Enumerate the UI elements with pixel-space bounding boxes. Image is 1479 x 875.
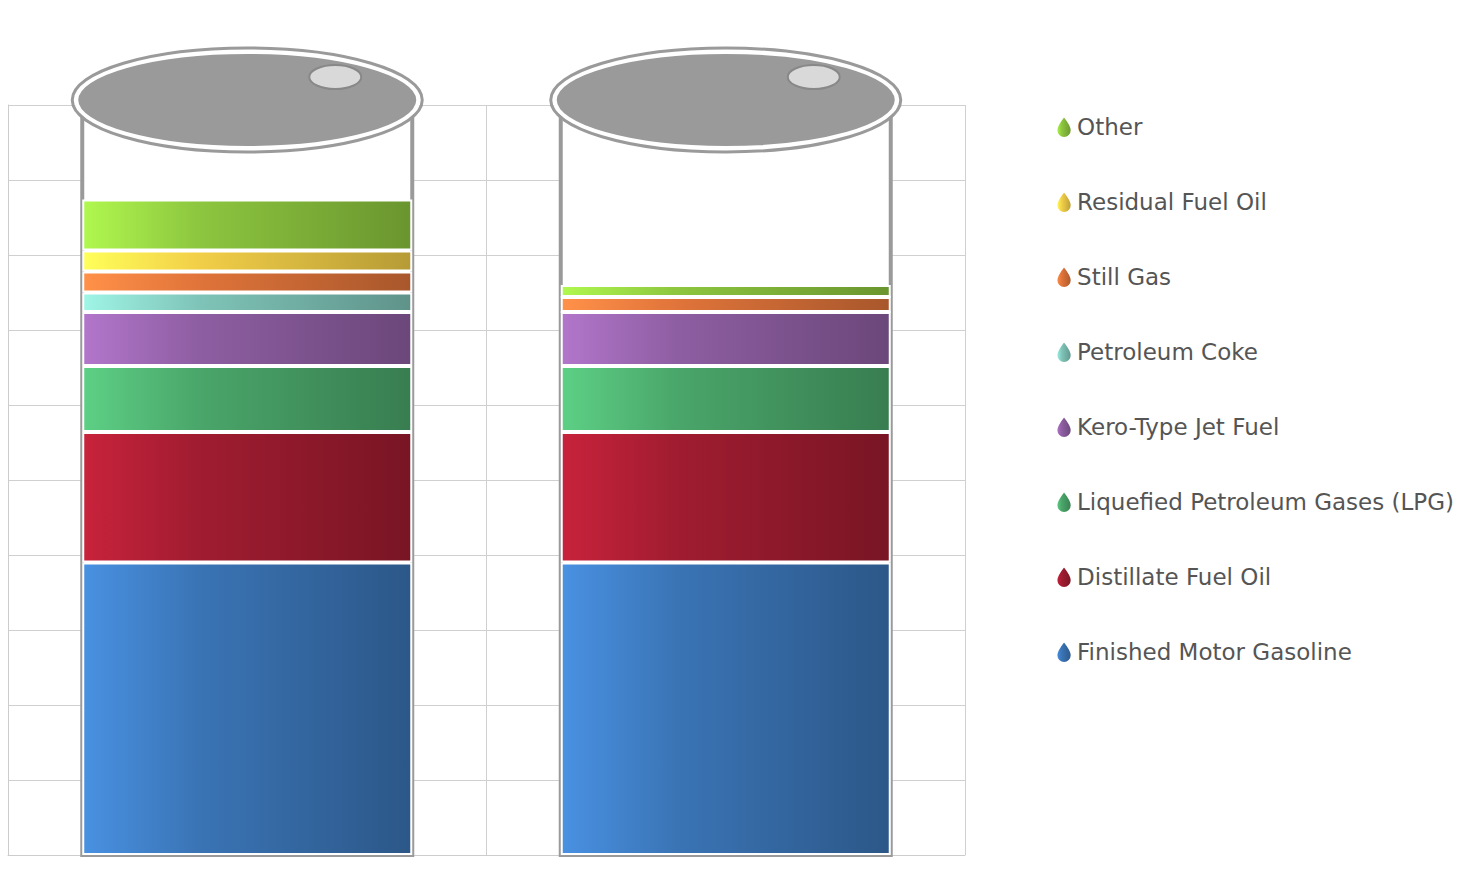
svg-text:Still Gas: Still Gas [1077,264,1171,290]
svg-text:Other: Other [1077,114,1143,140]
svg-text:Liquefied Petroleum Gases (LPG: Liquefied Petroleum Gases (LPG) [1077,489,1454,515]
svg-text:Residual Fuel Oil: Residual Fuel Oil [1077,189,1267,215]
svg-text:Petroleum Coke: Petroleum Coke [1077,339,1258,365]
svg-text:Finished Motor Gasoline: Finished Motor Gasoline [1077,639,1352,665]
svg-text:Kero-Type Jet Fuel: Kero-Type Jet Fuel [1077,414,1279,440]
svg-text:Distillate Fuel Oil: Distillate Fuel Oil [1077,564,1271,590]
